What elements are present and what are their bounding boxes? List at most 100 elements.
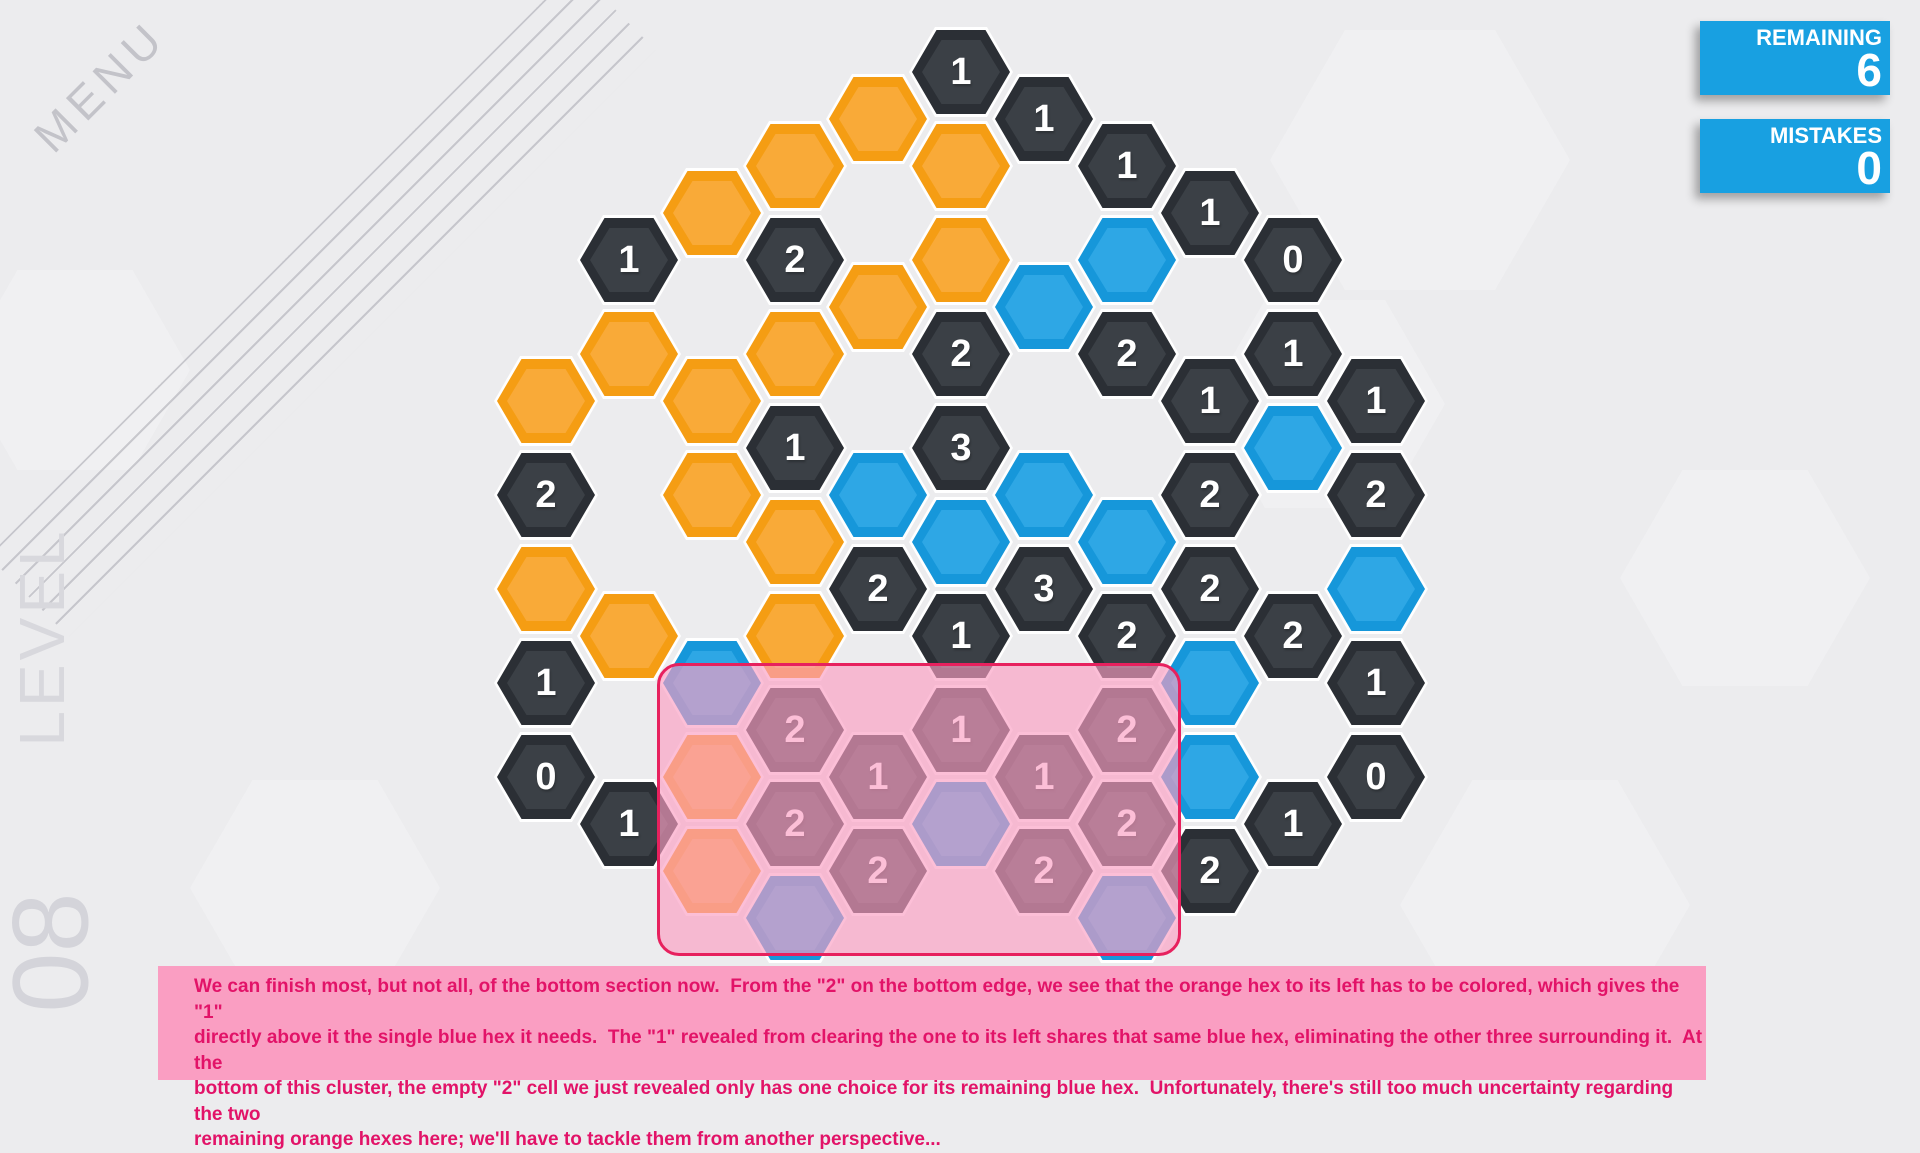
hex-cell-dark-1[interactable]: 1 [1324, 356, 1428, 446]
hex-border [580, 312, 678, 396]
hex-border: 1 [1244, 312, 1342, 396]
hex-border: 1 [1327, 359, 1425, 443]
hex-border [663, 359, 761, 443]
hex-cell-orange[interactable] [577, 591, 681, 681]
hex-fill [1171, 745, 1249, 809]
hex-cell-orange[interactable] [494, 544, 598, 634]
hex-cell-orange[interactable] [826, 262, 930, 352]
hex-fill: 2 [1171, 839, 1249, 903]
remaining-label: REMAINING [1756, 25, 1882, 50]
hex-fill [1005, 275, 1083, 339]
hex-cell-orange[interactable] [660, 356, 764, 446]
hex-fill [756, 322, 834, 386]
hex-number: 2 [950, 332, 972, 375]
hex-cell-dark-2[interactable]: 2 [1158, 544, 1262, 634]
hex-cell-orange[interactable] [826, 74, 930, 164]
hex-fill [839, 463, 917, 527]
hex-cell-dark-1[interactable]: 1 [909, 27, 1013, 117]
hex-cell-dark-2[interactable]: 2 [909, 309, 1013, 399]
hex-cell-orange[interactable] [909, 121, 1013, 211]
hex-cell-dark-3[interactable]: 3 [992, 544, 1096, 634]
hex-number: 1 [1116, 144, 1138, 187]
hex-cell-orange[interactable] [743, 309, 847, 399]
hex-border [663, 171, 761, 255]
hex-cell-dark-1[interactable]: 1 [1241, 779, 1345, 869]
hex-cell-dark-1[interactable]: 1 [494, 638, 598, 728]
hex-cell-blue[interactable] [992, 450, 1096, 540]
hex-cell-orange[interactable] [660, 450, 764, 540]
hex-fill: 1 [1337, 651, 1415, 715]
hex-number: 3 [950, 426, 972, 469]
hex-border: 1 [1161, 359, 1259, 443]
hex-number: 1 [1199, 379, 1221, 422]
hex-cell-dark-2[interactable]: 2 [494, 450, 598, 540]
hex-border [1327, 547, 1425, 631]
menu-button[interactable]: MENU [23, 9, 177, 163]
hex-fill: 2 [507, 463, 585, 527]
hex-border [580, 594, 678, 678]
hex-fill [1088, 228, 1166, 292]
hex-cell-orange[interactable] [743, 497, 847, 587]
hex-border [912, 124, 1010, 208]
hex-border: 2 [1078, 312, 1176, 396]
hex-cell-dark-2[interactable]: 2 [1241, 591, 1345, 681]
hex-cell-dark-2[interactable]: 2 [743, 215, 847, 305]
hex-cell-blue[interactable] [826, 450, 930, 540]
hex-cell-blue[interactable] [992, 262, 1096, 352]
hex-cell-orange[interactable] [577, 309, 681, 399]
hex-cell-dark-1[interactable]: 1 [992, 74, 1096, 164]
hex-border: 1 [580, 218, 678, 302]
hex-cell-dark-1[interactable]: 1 [1075, 121, 1179, 211]
hex-border: 1 [1078, 124, 1176, 208]
hex-fill: 2 [1171, 557, 1249, 621]
hex-border [829, 265, 927, 349]
mistakes-badge: MISTAKES 0 [1700, 119, 1890, 194]
hex-border: 1 [995, 77, 1093, 161]
hex-cell-dark-1[interactable]: 1 [743, 403, 847, 493]
hex-fill: 2 [839, 557, 917, 621]
hex-cell-dark-2[interactable]: 2 [826, 544, 930, 634]
hex-border [912, 218, 1010, 302]
hex-cell-dark-1[interactable]: 1 [1241, 309, 1345, 399]
hex-cell-orange[interactable] [909, 215, 1013, 305]
hex-cell-orange[interactable] [660, 168, 764, 258]
hex-cell-dark-3[interactable]: 3 [909, 403, 1013, 493]
hex-border: 2 [1161, 547, 1259, 631]
hex-number: 1 [618, 802, 640, 845]
hex-number: 1 [535, 661, 557, 704]
hex-border: 3 [995, 547, 1093, 631]
hex-number: 1 [950, 50, 972, 93]
hex-number: 1 [1365, 379, 1387, 422]
hex-fill: 1 [507, 651, 585, 715]
hex-fill [590, 604, 668, 668]
hex-cell-blue[interactable] [1241, 403, 1345, 493]
mistakes-label: MISTAKES [1769, 123, 1882, 148]
hex-cell-dark-2[interactable]: 2 [1158, 450, 1262, 540]
hex-border: 2 [912, 312, 1010, 396]
hex-cell-dark-1[interactable]: 1 [577, 215, 681, 305]
hex-cell-dark-1[interactable]: 1 [1158, 356, 1262, 446]
hex-cell-orange[interactable] [743, 121, 847, 211]
hex-cell-blue[interactable] [1075, 215, 1179, 305]
hex-number: 1 [1199, 191, 1221, 234]
hex-fill: 1 [922, 604, 1000, 668]
hex-number: 3 [1033, 567, 1055, 610]
hint-panel: We can finish most, but not all, of the … [158, 966, 1706, 1150]
hex-cell-blue[interactable] [1324, 544, 1428, 634]
hex-cell-blue[interactable] [1075, 497, 1179, 587]
hex-cell-dark-0[interactable]: 0 [1324, 732, 1428, 822]
hex-border [497, 359, 595, 443]
hex-cell-dark-2[interactable]: 2 [1075, 309, 1179, 399]
hex-cell-dark-1[interactable]: 1 [1324, 638, 1428, 728]
hex-cell-dark-0[interactable]: 0 [1241, 215, 1345, 305]
hex-cell-orange[interactable] [494, 356, 598, 446]
hex-number: 2 [1199, 473, 1221, 516]
hex-cell-dark-2[interactable]: 2 [1324, 450, 1428, 540]
hex-border: 1 [1161, 171, 1259, 255]
hex-border [497, 547, 595, 631]
hex-number: 0 [1282, 238, 1304, 281]
hex-cell-dark-1[interactable]: 1 [1158, 168, 1262, 258]
remaining-value: 6 [1856, 44, 1882, 96]
hex-cell-dark-0[interactable]: 0 [494, 732, 598, 822]
hex-cell-blue[interactable] [909, 497, 1013, 587]
